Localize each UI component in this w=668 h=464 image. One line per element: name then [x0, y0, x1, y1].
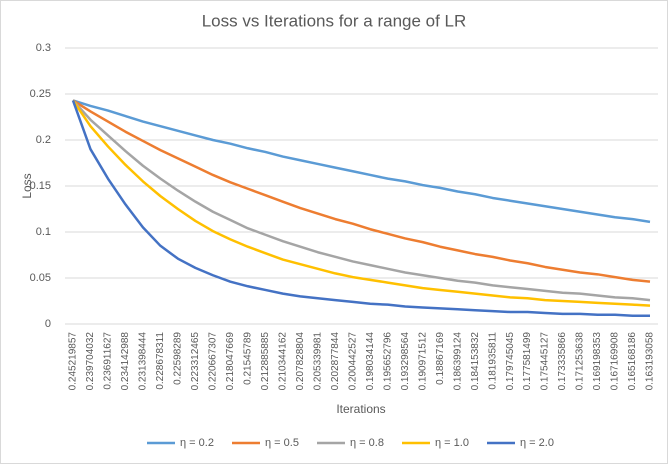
chart-title: Loss vs Iterations for a range of LR [202, 11, 467, 30]
series-line [72, 99, 651, 302]
x-tick-label: 0.18867169 [435, 332, 446, 385]
x-tick-label: 0.223312465 [190, 332, 201, 391]
x-tick-label: 0.163193058 [645, 332, 656, 391]
x-tick-label: 0.171253638 [575, 332, 586, 391]
x-tick-label: 0.169198353 [592, 332, 603, 391]
x-tick-label: 0.207828804 [295, 332, 306, 391]
x-tick-label: 0.205339981 [312, 332, 323, 391]
x-tick-label: 0.165168186 [627, 332, 638, 391]
legend-label: η = 0.5 [265, 437, 299, 449]
x-tick-label: 0.179745045 [505, 332, 516, 391]
series-line [72, 99, 651, 224]
x-tick-label: 0.220667307 [208, 332, 219, 391]
y-tick-label: 0 [45, 318, 51, 330]
x-tick-label: 0.212885885 [260, 332, 271, 391]
x-tick-label: 0.193298564 [400, 332, 411, 391]
x-tick-label: 0.177581499 [522, 332, 533, 391]
y-tick-label: 0.1 [36, 226, 51, 238]
x-tick-label: 0.173335866 [557, 332, 568, 391]
y-tick-label: 0.2 [36, 134, 51, 146]
x-tick-label: 0.181935811 [487, 332, 498, 390]
x-tick-label: 0.190971512 [417, 332, 428, 391]
legend-label: η = 0.2 [180, 437, 214, 449]
legend-label: η = 2.0 [520, 437, 554, 449]
x-tick-label: 0.239704032 [85, 332, 96, 391]
x-tick-label: 0.236911627 [103, 332, 114, 390]
x-tick-label: 0.167169908 [610, 332, 621, 391]
x-tick-label: 0.200442527 [347, 332, 358, 391]
y-tick-label: 0.25 [30, 88, 51, 100]
x-tick-label: 0.22598289 [173, 332, 184, 385]
x-tick-label: 0.21545789 [242, 332, 253, 385]
y-tick-label: 0.3 [36, 42, 51, 54]
x-tick-label: 0.245219857 [68, 332, 79, 391]
legend-label: η = 0.8 [350, 437, 384, 449]
x-tick-label: 0.210344162 [277, 332, 288, 391]
x-tick-label: 0.198034144 [365, 332, 376, 391]
x-axis-label: Iterations [336, 402, 385, 416]
y-tick-label: 0.15 [30, 180, 51, 192]
x-tick-label: 0.228678311 [155, 332, 166, 390]
x-tick-label: 0.218047669 [225, 332, 236, 391]
x-tick-label: 0.175445127 [540, 332, 551, 391]
x-tick-label: 0.202877844 [330, 332, 341, 391]
series-line [71, 100, 650, 317]
y-axis-label: Loss [20, 173, 34, 198]
y-tick-label: 0.05 [30, 272, 51, 284]
x-tick-label: 0.231398444 [138, 332, 149, 391]
x-tick-label: 0.195652796 [382, 332, 393, 391]
legend-label: η = 1.0 [435, 437, 469, 449]
series-line [71, 99, 651, 307]
x-tick-label: 0.186399124 [452, 332, 463, 391]
series-line [72, 99, 651, 283]
x-tick-label: 0.184153832 [470, 332, 481, 391]
x-tick-label: 0.234142988 [120, 332, 131, 391]
